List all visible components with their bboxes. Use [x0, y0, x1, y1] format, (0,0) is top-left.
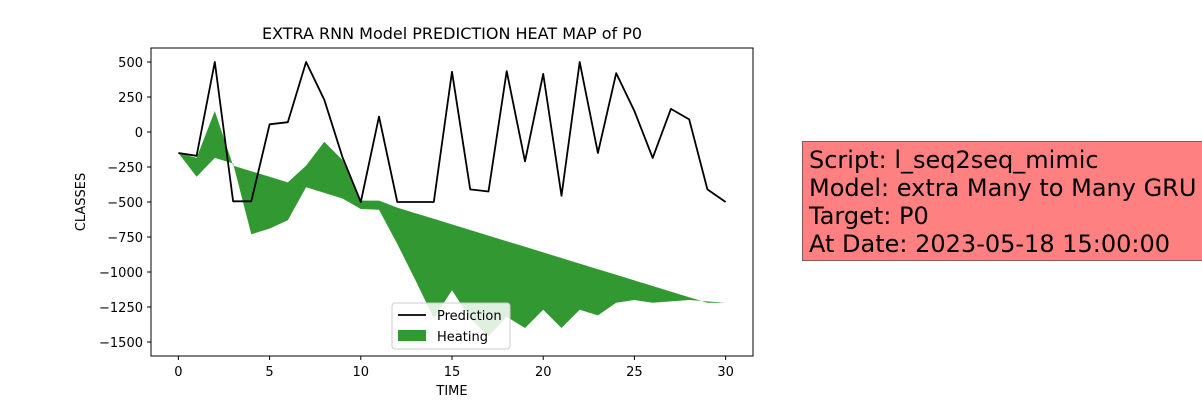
x-tick-label: 15 [444, 365, 461, 380]
y-tick-label: −1000 [99, 266, 143, 281]
y-tick-label: 500 [118, 56, 143, 71]
y-tick-label: −250 [107, 161, 143, 176]
series-heating-area [178, 111, 726, 337]
legend-label-prediction: Prediction [437, 309, 502, 324]
x-tick-label: 20 [535, 365, 552, 380]
info-date-line: At Date: 2023-05-18 15:00:00 [809, 230, 1171, 258]
chart-title: EXTRA RNN Model PREDICTION HEAT MAP of P… [262, 24, 642, 43]
y-tick-label: −750 [107, 231, 143, 246]
x-tick-label: 10 [353, 365, 370, 380]
y-axis-label: CLASSES [74, 173, 89, 231]
y-tick-label: −500 [107, 196, 143, 211]
y-tick-label: 0 [135, 126, 143, 141]
x-axis-label: TIME [435, 384, 467, 399]
x-tick-label: 25 [626, 365, 643, 380]
y-tick-label: −1250 [99, 301, 143, 316]
y-tick-label: 250 [118, 91, 143, 106]
y-tick-label: −1500 [99, 336, 143, 351]
info-script-line: Script: l_seq2seq_mimic [809, 146, 1099, 174]
legend-swatch-heating [398, 330, 426, 341]
x-tick-label: 30 [717, 365, 734, 380]
x-tick-label: 0 [174, 365, 182, 380]
chart: EXTRA RNN Model PREDICTION HEAT MAP of P… [74, 24, 754, 399]
info-model-line: Model: extra Many to Many GRU [809, 174, 1197, 202]
info-target-line: Target: P0 [809, 202, 929, 230]
info-box: Script: l_seq2seq_mimic Model: extra Man… [802, 141, 1202, 261]
legend: Prediction Heating [391, 302, 511, 350]
x-tick-label: 5 [265, 365, 273, 380]
legend-label-heating: Heating [437, 330, 488, 345]
series-prediction-line [178, 61, 727, 203]
